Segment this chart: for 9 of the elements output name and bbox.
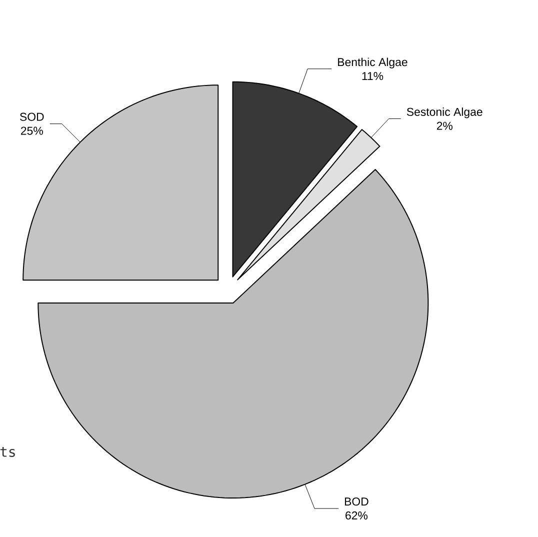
- slice-label: BOD: [344, 497, 368, 506]
- slice-label: Sestonic Algae: [406, 108, 482, 118]
- data-label: 62%: [346, 511, 368, 520]
- text: ts: [0, 447, 15, 457]
- slice-label: Benthic Algae: [338, 58, 408, 68]
- data-label: 11%: [362, 72, 384, 80]
- data-label: 25%: [21, 126, 43, 135]
- slice-label: SOD: [20, 112, 44, 121]
- data-label: 2%: [436, 122, 452, 130]
